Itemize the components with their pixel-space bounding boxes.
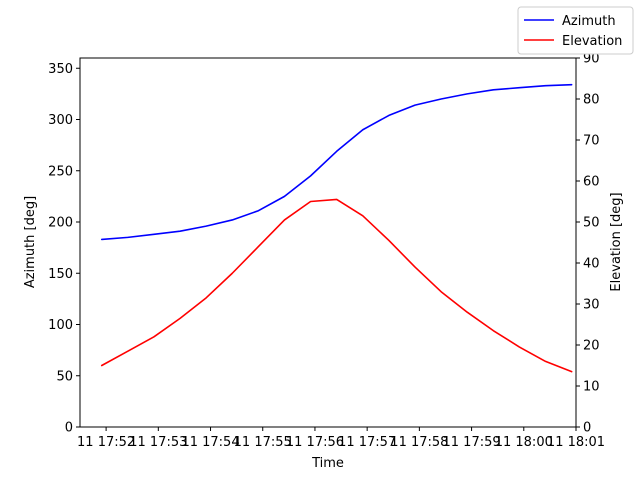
series-layer xyxy=(100,83,573,373)
x-tick-label: 11 17:56 xyxy=(286,435,344,450)
right-y-tick-label: 10 xyxy=(583,380,600,395)
legend-box xyxy=(517,6,634,55)
right-y-axis: 0 10 20 30 40 50 60 70 80 90 xyxy=(576,52,600,436)
right-y-tick-label: 30 xyxy=(583,298,600,313)
right-y-tick-label: 60 xyxy=(583,175,600,190)
x-tick-label: 11 17:58 xyxy=(390,435,448,450)
left-y-tick-label: 250 xyxy=(48,164,73,179)
legend-label-azimuth: Azimuth xyxy=(562,14,616,29)
left-y-tick-label: 300 xyxy=(48,113,73,128)
x-axis-title: Time xyxy=(311,456,344,471)
left-y-tick-label: 350 xyxy=(48,62,73,77)
right-y-tick-label: 40 xyxy=(583,257,600,272)
series-line-elevation xyxy=(100,198,573,373)
x-tick-label: 11 17:54 xyxy=(181,435,239,450)
x-tick-label: 11 17:53 xyxy=(129,435,187,450)
right-y-tick-label: 80 xyxy=(583,93,600,108)
right-y-axis-title: Elevation [deg] xyxy=(609,192,624,291)
legend: Azimuth Elevation xyxy=(517,6,634,55)
x-tick-label: 11 17:57 xyxy=(338,435,396,450)
plot-area-border xyxy=(79,57,577,428)
right-y-tick-label: 90 xyxy=(583,52,600,67)
left-y-tick-label: 150 xyxy=(48,267,73,282)
x-tick-label: 11 17:59 xyxy=(443,435,501,450)
left-y-tick-label: 200 xyxy=(48,216,73,231)
left-y-axis: 0 50 100 150 200 250 300 350 xyxy=(48,62,80,436)
left-y-axis-title: Azimuth [deg] xyxy=(23,196,38,288)
right-y-tick-label: 70 xyxy=(583,134,600,149)
right-y-tick-label: 50 xyxy=(583,216,600,231)
x-tick-label: 11 18:01 xyxy=(547,435,605,450)
right-y-tick-label: 0 xyxy=(583,421,591,436)
legend-label-elevation: Elevation xyxy=(562,34,622,49)
x-tick-label: 11 18:00 xyxy=(495,435,553,450)
left-y-tick-label: 50 xyxy=(56,369,73,384)
left-y-tick-label: 0 xyxy=(65,421,73,436)
left-y-tick-label: 100 xyxy=(48,318,73,333)
x-tick-label: 11 17:55 xyxy=(234,435,292,450)
x-tick-label: 11 17:52 xyxy=(77,435,135,450)
series-line-azimuth xyxy=(100,83,573,241)
right-y-tick-label: 20 xyxy=(583,339,600,354)
